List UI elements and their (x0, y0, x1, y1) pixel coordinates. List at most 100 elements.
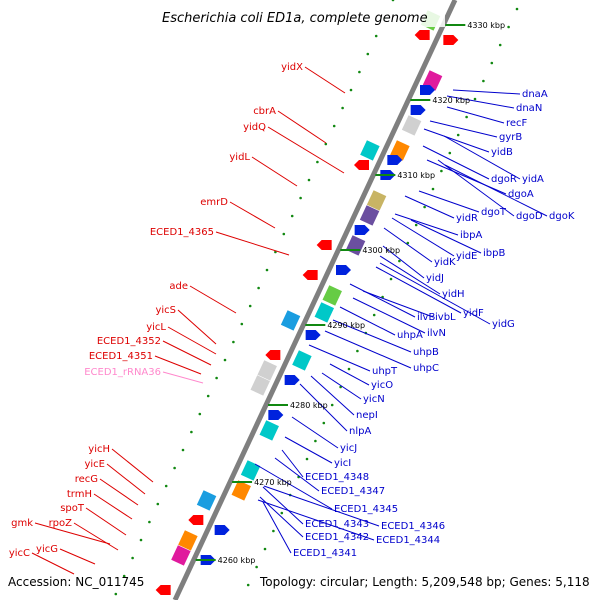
gene-connector (162, 340, 212, 366)
gene-label[interactable]: nlpA (349, 426, 371, 437)
gene-label[interactable]: ECED1_4365 (150, 227, 214, 238)
gene-connector (229, 201, 276, 229)
gene-arrow (387, 155, 403, 165)
gene-label[interactable]: yidH (442, 289, 465, 300)
gene-label[interactable]: gmk (11, 518, 33, 529)
spacer-dot (173, 466, 176, 470)
kbp-tick-label: 4260 kbp (218, 556, 256, 565)
genome-title: Escherichia coli ED1a, complete genome (162, 11, 428, 26)
gene-label[interactable]: yicJ (340, 443, 357, 454)
gene-label[interactable]: yidR (456, 213, 478, 224)
gene-label[interactable]: ECED1_4352 (97, 336, 161, 347)
gene-label[interactable]: ivbL (435, 312, 456, 323)
gene-label[interactable]: dgoD (516, 211, 543, 222)
gene-label[interactable]: yidJ (426, 273, 444, 284)
gene-label[interactable]: yidF (463, 308, 484, 319)
gene-label[interactable]: ECED1_rRNA36 (84, 367, 161, 378)
spacer-dot (246, 583, 250, 587)
gene-label[interactable]: ECED1_4342 (305, 532, 369, 543)
gene-label[interactable]: yidK (434, 257, 456, 268)
gene-label[interactable]: trmH (67, 489, 92, 500)
gene-label[interactable]: uhpA (397, 330, 423, 341)
gene-label[interactable]: dgoT (481, 207, 507, 218)
gene-connector (34, 522, 111, 545)
gene-label[interactable]: yidG (492, 319, 515, 330)
gene-label[interactable]: dgoA (508, 189, 534, 200)
gene-label[interactable]: ECED1_4351 (89, 351, 153, 362)
gene-label[interactable]: spoT (60, 503, 85, 514)
gene-label[interactable]: yicI (334, 458, 351, 469)
gene-connector (379, 262, 491, 325)
spacer-dot (440, 169, 443, 173)
spacer-dot (164, 484, 168, 488)
gene-label[interactable]: yicL (146, 322, 166, 333)
gene-label[interactable]: gyrB (499, 132, 522, 143)
gene-connector (284, 436, 333, 464)
gene-label[interactable]: yicS (155, 305, 176, 316)
gene-label[interactable]: recF (506, 118, 528, 129)
gene-label[interactable]: ECED1_4343 (305, 519, 369, 530)
spacer-dot (473, 97, 477, 101)
gene-arrow (354, 225, 370, 235)
spacer-dot (181, 448, 185, 452)
gene-label[interactable]: ECED1_4345 (334, 504, 398, 515)
gene-connector (254, 463, 333, 510)
gene-label[interactable]: ibpB (483, 248, 505, 259)
spacer-dot (490, 61, 494, 65)
gene-label[interactable]: ilvB (417, 312, 435, 323)
spacer-dot (223, 358, 227, 362)
gene-connector (446, 106, 505, 124)
gene-label[interactable]: dgoR (491, 174, 517, 185)
gene-label[interactable]: recG (75, 474, 98, 485)
gene-connector (251, 156, 298, 187)
gene-label[interactable]: yidE (456, 251, 477, 262)
gene-connector (99, 478, 139, 506)
spacer-dot (280, 511, 284, 515)
gene-connector (215, 231, 290, 256)
gene-block (366, 190, 387, 211)
gene-label[interactable]: dnaN (516, 103, 542, 114)
spacer-dot (316, 160, 319, 164)
gene-label[interactable]: ECED1_4348 (305, 472, 369, 483)
gene-label[interactable]: dgoK (549, 211, 575, 222)
spacer-dot (257, 286, 260, 290)
spacer-dot (406, 241, 410, 245)
spacer-dot (272, 529, 275, 533)
gene-label[interactable]: yicN (363, 394, 385, 405)
gene-label[interactable]: yicG (36, 544, 58, 555)
gene-block (196, 490, 217, 511)
gene-label[interactable]: ECED1_4341 (293, 548, 357, 559)
gene-label[interactable]: ade (169, 281, 188, 292)
gene-connector (391, 217, 455, 257)
gene-label[interactable]: ECED1_4344 (376, 535, 440, 546)
spacer-dot (398, 259, 401, 263)
gene-connector (310, 375, 355, 416)
gene-connector (167, 326, 217, 355)
spacer-dot (374, 34, 378, 38)
gene-connector (162, 371, 204, 384)
gene-arrow (188, 515, 204, 525)
gene-label[interactable]: uhpB (413, 347, 439, 358)
gene-label[interactable]: uhpT (372, 366, 398, 377)
gene-label[interactable]: ilvN (427, 328, 446, 339)
gene-label[interactable]: yicE (84, 459, 105, 470)
gene-label[interactable]: yicC (9, 548, 30, 559)
gene-label[interactable]: ibpA (460, 230, 482, 241)
gene-label[interactable]: yidA (522, 174, 544, 185)
gene-block (250, 375, 270, 396)
gene-label[interactable]: cbrA (253, 106, 276, 117)
gene-label[interactable]: yicH (88, 444, 110, 455)
gene-label[interactable]: yicO (371, 380, 393, 391)
gene-label[interactable]: yidL (229, 152, 250, 163)
gene-label[interactable]: ECED1_4346 (381, 521, 445, 532)
gene-label[interactable]: yidQ (243, 122, 266, 133)
gene-label[interactable]: ECED1_4347 (321, 486, 385, 497)
gene-label[interactable]: rpoZ (49, 518, 73, 529)
gene-label[interactable]: nepI (356, 410, 378, 421)
gene-label[interactable]: uhpC (413, 363, 439, 374)
gene-block (231, 480, 251, 501)
gene-label[interactable]: yidB (491, 147, 513, 158)
gene-label[interactable]: emrD (200, 197, 228, 208)
gene-label[interactable]: yidX (281, 62, 303, 73)
gene-label[interactable]: dnaA (522, 89, 548, 100)
